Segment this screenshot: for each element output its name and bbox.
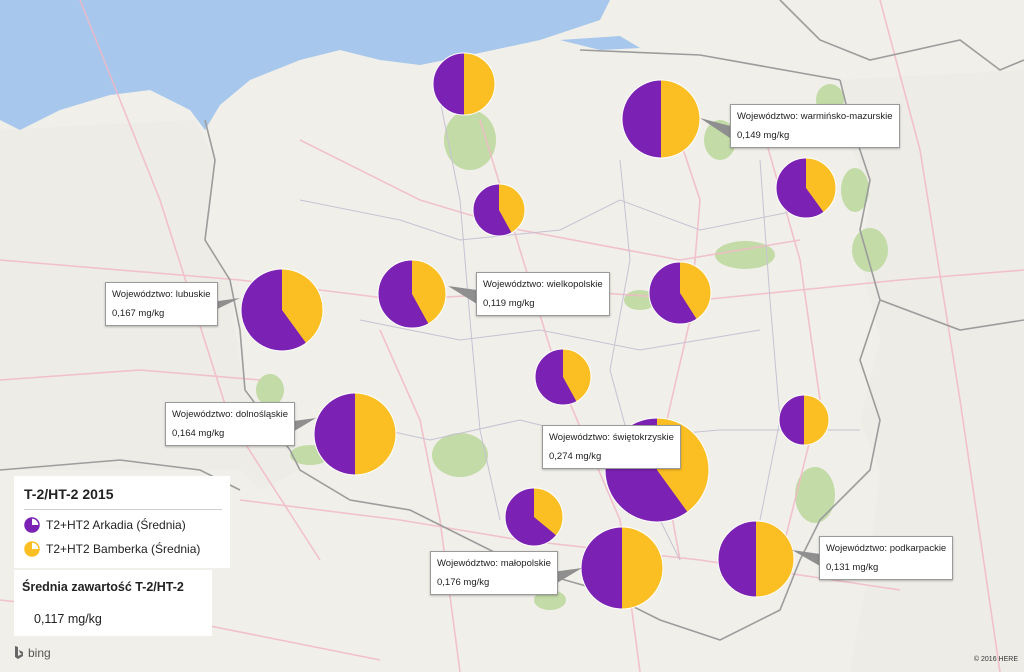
pie-outline <box>775 157 837 219</box>
copyright-text: © 2016 HERE <box>973 656 1018 663</box>
pie-outline <box>604 417 710 523</box>
pie-chart-marker[interactable] <box>778 394 830 446</box>
pie-slice-arkadia <box>581 527 622 609</box>
pie-chart-marker[interactable] <box>377 259 447 329</box>
pie-slice-arkadia <box>314 393 355 475</box>
callout-value: 0,149 mg/kg <box>737 130 790 141</box>
bing-text: bing <box>28 646 51 660</box>
pie-chart-marker[interactable] <box>534 348 592 406</box>
callout-dolnoslaskie[interactable]: Województwo: dolnośląskie 0,164 mg/kg <box>165 402 295 446</box>
pie-purple-icon <box>24 517 40 533</box>
legend-label: T2+HT2 Bamberka (Średnia) <box>46 542 201 556</box>
callout-region: Województwo: małopolskie <box>437 558 551 569</box>
pie-slice-arkadia <box>473 184 512 236</box>
pie-slice-arkadia <box>433 53 464 115</box>
legend-divider <box>24 509 222 510</box>
pie-outline <box>778 394 830 446</box>
pointer-lubuskie <box>211 298 240 312</box>
callout-region: Województwo: podkarpackie <box>826 543 947 554</box>
callout-lubuskie[interactable]: Województwo: lubuskie 0,167 mg/kg <box>105 282 218 326</box>
pie-slice-arkadia <box>775 158 824 218</box>
pointer-warminsko <box>700 118 730 138</box>
legend-label: T2+HT2 Arkadia (Średnia) <box>46 518 186 532</box>
summary-card: Średnia zawartość T-2/HT-2 0,117 mg/kg <box>14 570 212 636</box>
pie-slice-arkadia <box>535 349 577 405</box>
baltic-sea <box>0 0 610 130</box>
pie-slice-arkadia <box>240 269 307 352</box>
callout-value: 0,131 mg/kg <box>826 562 879 573</box>
summary-title: Średnia zawartość T-2/HT-2 <box>22 580 184 594</box>
legend-item-arkadia[interactable]: T2+HT2 Arkadia (Średnia) <box>24 517 186 533</box>
pie-chart-marker[interactable] <box>717 520 795 598</box>
pie-slice-arkadia <box>505 488 557 546</box>
pie-outline <box>534 348 592 406</box>
bing-icon <box>15 646 23 659</box>
pie-chart-marker[interactable] <box>432 52 496 116</box>
pie-slice-arkadia <box>779 395 804 445</box>
callout-region: Województwo: wielkopolskie <box>483 279 603 290</box>
callout-warminsko-mazurskie[interactable]: Województwo: warmińsko-mazurskie 0,149 m… <box>730 104 900 148</box>
callout-value: 0,176 mg/kg <box>437 577 490 588</box>
callout-value: 0,164 mg/kg <box>172 428 225 439</box>
callout-region: Województwo: lubuskie <box>112 289 211 300</box>
legend-panel: T-2/HT-2 2015 T2+HT2 Arkadia (Średnia) T… <box>14 476 230 568</box>
pie-outline <box>648 261 712 325</box>
callout-region: Województwo: świętokrzyskie <box>549 432 674 443</box>
callout-wielkopolskie[interactable]: Województwo: wielkopolskie 0,119 mg/kg <box>476 272 610 316</box>
callout-podkarpackie[interactable]: Województwo: podkarpackie 0,131 mg/kg <box>819 536 954 580</box>
legend-title: T-2/HT-2 2015 <box>24 486 114 502</box>
callout-region: Województwo: warmińsko-mazurskie <box>737 111 893 122</box>
legend-item-bamberka[interactable]: T2+HT2 Bamberka (Średnia) <box>24 541 200 557</box>
pie-outline <box>313 392 397 476</box>
pie-outline <box>432 52 496 116</box>
pie-outline <box>580 526 664 610</box>
callout-value: 0,274 mg/kg <box>549 451 602 462</box>
pie-outline <box>621 79 701 159</box>
sea-coast-lagoon <box>560 36 640 50</box>
bing-logo: bing <box>14 646 51 660</box>
pointer-wielkopolskie <box>448 286 477 304</box>
pie-chart-marker[interactable] <box>240 268 324 352</box>
pie-chart-marker[interactable] <box>775 157 837 219</box>
pie-outline <box>504 487 564 547</box>
callout-value: 0,167 mg/kg <box>112 308 165 319</box>
pie-chart-marker[interactable] <box>621 79 701 159</box>
pie-slice-arkadia <box>718 521 756 597</box>
pie-yellow-icon <box>24 541 40 557</box>
pointer-podkarpackie <box>792 550 820 566</box>
callout-swietokrzyskie[interactable]: Województwo: świętokrzyskie 0,274 mg/kg <box>542 425 681 469</box>
pie-chart-marker[interactable] <box>313 392 397 476</box>
pie-chart-marker[interactable] <box>580 526 664 610</box>
callout-value: 0,119 mg/kg <box>483 298 535 309</box>
pie-outline <box>377 259 447 329</box>
pie-outline <box>240 268 324 352</box>
pie-slice-arkadia <box>622 80 661 158</box>
pie-chart-marker[interactable] <box>504 487 564 547</box>
pie-outline <box>472 183 526 237</box>
pie-chart-marker[interactable] <box>648 261 712 325</box>
pie-slice-arkadia <box>649 262 697 324</box>
callout-region: Województwo: dolnośląskie <box>172 409 288 420</box>
pie-slice-arkadia <box>378 260 429 328</box>
callout-malopolskie[interactable]: Województwo: małopolskie 0,176 mg/kg <box>430 551 558 595</box>
summary-value: 0,117 mg/kg <box>34 612 102 626</box>
pie-chart-marker[interactable] <box>472 183 526 237</box>
pie-outline <box>717 520 795 598</box>
pointer-malopolskie <box>552 568 582 586</box>
